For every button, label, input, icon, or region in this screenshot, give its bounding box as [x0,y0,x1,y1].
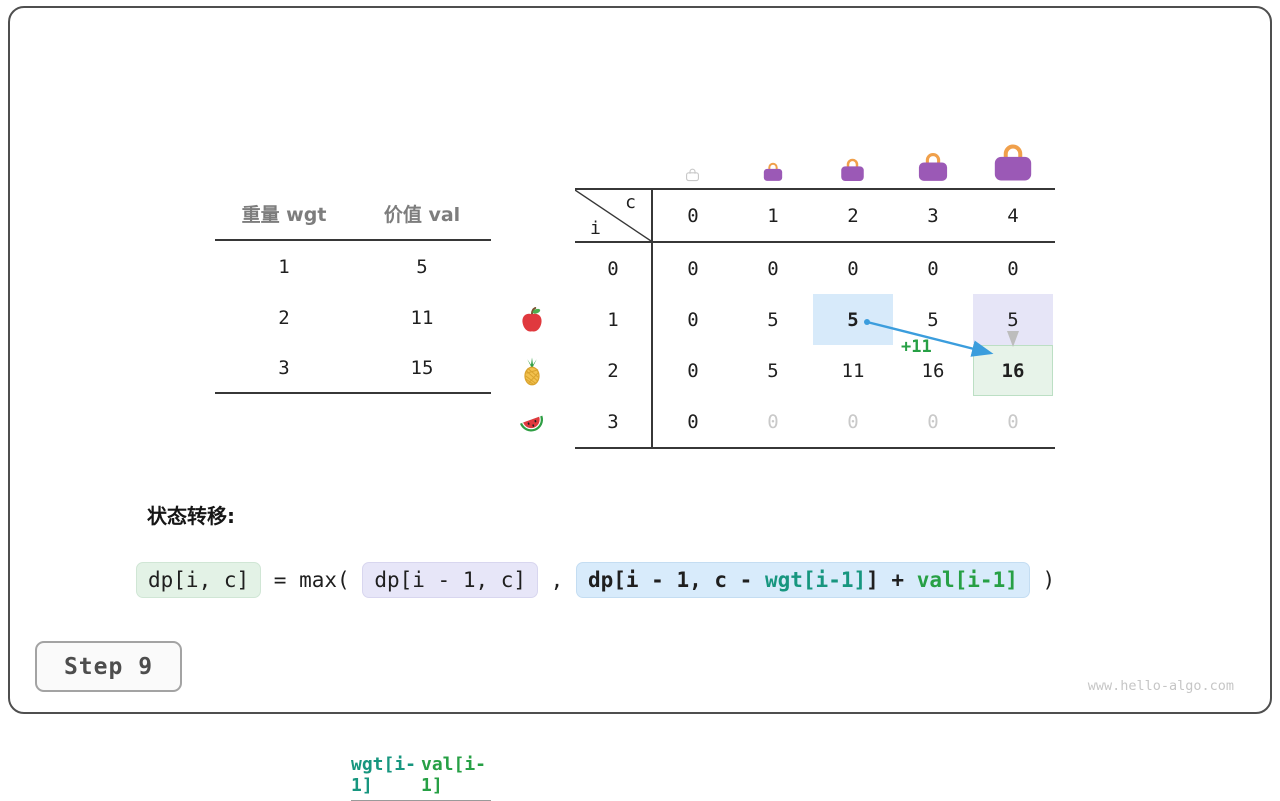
dp-col-header: 1 [767,204,779,227]
formula-take-box: dp[i - 1, c - wgt[i-1]] + val[i-1] [575,562,1030,598]
weight-column-header: 重量 wgt [241,204,327,226]
handbag-icon [991,142,1035,182]
dp-row-header: 3 [575,396,653,447]
item-axis-label: i [590,218,601,239]
formula-lhs-box: dp[i, c] [136,562,262,598]
formula-skip-box: dp[i - 1, c] [362,562,539,598]
item-value: 5 [416,255,428,278]
item-row: 2 11 [215,292,491,343]
watermelon-icon [517,407,547,437]
site-watermark: www.hello-algo.com [1087,678,1234,694]
take-expression-val: val[i-1] [916,568,1018,592]
dp-col-header: 0 [687,204,699,227]
value-column-header: 价值 val [383,204,461,226]
dp-cell: 16 [921,359,945,382]
formula-comma: , [538,568,576,592]
diagonal-divider [575,190,651,241]
dp-cell: 0 [687,257,699,280]
dp-cell: 5 [767,308,779,331]
dp-col-header: 3 [927,204,939,227]
dp-row-1: 1 0 5 5 5 5 [575,294,1055,345]
transition-section-label: 状态转移: [147,504,235,528]
dp-row-header: 1 [575,294,653,345]
handbag-icon [762,161,784,182]
dp-row-2: 2 0 5 11 16 16 [575,345,1055,396]
dp-cell: 0 [927,257,939,280]
dp-cell: 0 [687,410,699,433]
dp-col-header: 4 [1007,204,1019,227]
take-expression-prefix: dp[i - 1, c - [587,568,765,592]
dp-cell: 0 [687,359,699,382]
item-weight: 1 [278,255,290,278]
dp-cell: 0 [1007,257,1019,280]
item-row: 3 15 [215,343,491,394]
state-transition-formula: dp[i, c] = max( dp[i - 1, c] , dp[i - 1,… [136,562,1055,598]
dp-cell: 5 [767,359,779,382]
value-gain-annotation: +11 [901,337,932,357]
dp-cell-pending: 0 [767,410,779,433]
dp-cell-current-highlight: 16 [973,345,1053,396]
dp-cell: 0 [847,257,859,280]
dp-row-header: 0 [575,243,653,294]
item-table-formula-row: wgt[i-1] val[i-1] [351,750,491,801]
val-formula-cell: val[i-1] [421,754,487,796]
item-weight: 2 [278,306,290,329]
wgt-formula-cell: wgt[i-1] [351,754,417,796]
pineapple-icon [517,356,547,386]
dp-cell-above-highlight: 5 [973,294,1053,345]
handbag-icon-empty [685,167,700,182]
formula-equals-max: = max( [261,568,363,592]
dp-cell: 5 [927,308,939,331]
item-table: 重量 wgt 价值 val wgt[i-1] val[i-1] 1 5 2 11… [215,188,491,801]
dp-corner-cell: c i [575,190,653,241]
formula-close-paren: ) [1029,568,1056,592]
item-weight: 3 [278,356,290,379]
dp-cell: 11 [841,359,865,382]
item-row: 1 5 [215,241,491,292]
dp-cell: 0 [687,308,699,331]
dp-col-header: 2 [847,204,859,227]
dp-row-0: 0 0 0 0 0 0 [575,243,1055,294]
handbag-icon [839,157,866,182]
dp-header-row: c i 0 1 2 3 4 [575,190,1055,243]
item-value: 15 [410,356,434,379]
dp-row-3: 3 0 0 0 0 0 [575,396,1055,447]
dp-cell-pending: 0 [1007,410,1019,433]
dp-row-header: 2 [575,345,653,396]
item-table-header-row: 重量 wgt 价值 val [215,188,491,241]
take-expression-wgt: wgt[i-1] [764,568,867,592]
handbag-icon [916,151,950,182]
dp-cell-source-highlight: 5 [813,294,893,345]
dp-cell: 0 [767,257,779,280]
dp-cell-pending: 0 [847,410,859,433]
apple-icon [517,305,547,335]
step-badge[interactable]: Step 9 [35,641,182,692]
capacity-axis-label: c [625,192,636,213]
dp-cell-pending: 0 [927,410,939,433]
dp-table: c i 0 1 2 3 4 0 0 0 0 0 0 1 0 5 5 5 5 2 … [575,188,1055,449]
item-value: 11 [410,306,434,329]
take-expression-mid: ] + [866,568,917,592]
